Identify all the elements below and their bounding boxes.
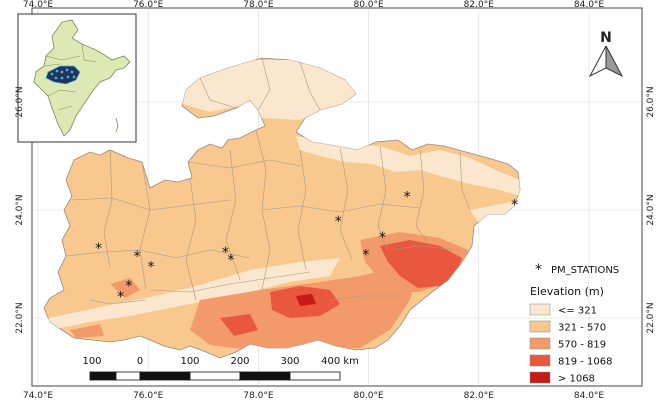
pm-station-marker: *: [125, 279, 132, 295]
india-inset-map: [17, 13, 137, 143]
pm-station-marker: *: [511, 198, 518, 214]
bottom-lon-label: 82.0°E: [464, 391, 495, 401]
pm-station-marker: *: [117, 289, 124, 305]
scale-bar-segment: [139, 371, 191, 381]
right-lat-label: 24.0°N: [646, 194, 656, 225]
bottom-lon-label: 76.0°E: [133, 391, 164, 401]
elevation-zones: [44, 60, 520, 350]
scale-bar-label: 300: [280, 356, 299, 367]
bottom-lon-label: 80.0°E: [353, 391, 384, 401]
pm-station-marker: *: [95, 241, 102, 257]
legend-station-symbol: *: [535, 262, 542, 278]
pm-station-marker: *: [227, 253, 234, 269]
low-zone-northeast: [296, 136, 520, 196]
legend-stations-label: PM_STATIONS: [551, 265, 619, 276]
bottom-lon-label: 84.0°E: [574, 391, 605, 401]
legend-class-label: 819 - 1068: [558, 357, 613, 368]
top-lon-label: 82.0°E: [464, 0, 495, 10]
legend-class-label: <= 321: [558, 306, 597, 317]
pm-station-marker: *: [379, 230, 386, 246]
legend-swatch: [529, 337, 551, 350]
scale-bar-segment: [115, 371, 141, 381]
legend-class-label: > 1068: [558, 374, 595, 385]
scale-bar-segment: [89, 371, 117, 381]
left-lat-label: 24.0°N: [15, 194, 25, 225]
inset-district-dots: [50, 68, 76, 80]
mid-zone-west: [110, 278, 140, 298]
top-lon-label: 84.0°E: [574, 0, 605, 10]
high-zone-south: [220, 314, 258, 336]
pm-station-marker: *: [134, 249, 141, 265]
scale-bar-label: 400 km: [321, 356, 359, 367]
top-lon-label: 78.0°E: [243, 0, 274, 10]
peak-zone: [296, 294, 316, 306]
north-arrow: N: [588, 30, 624, 78]
legend: * PM_STATIONS Elevation (m) <= 321 321 - …: [529, 262, 619, 385]
district-boundaries: [65, 57, 471, 305]
scale-bar-label: 100: [82, 356, 101, 367]
scale-bar-segment: [239, 371, 291, 381]
legend-class-label: 321 - 570: [558, 323, 606, 334]
legend-swatch: [529, 371, 551, 384]
legend-swatch: [529, 320, 551, 333]
pm-station-marker: *: [222, 245, 229, 261]
axis-labels: 74.0°E 76.0°E 78.0°E 80.0°E 82.0°E 84.0°E 74.0…: [15, 0, 656, 401]
bottom-lon-label: 74.0°E: [23, 391, 54, 401]
right-lat-label: 22.0°N: [646, 302, 656, 333]
bottom-lon-label: 78.0°E: [243, 391, 274, 401]
top-lon-label: 76.0°E: [133, 0, 164, 10]
top-lon-label: 80.0°E: [353, 0, 384, 10]
pm-station-marker: *: [362, 247, 369, 263]
legend-class-label: 570 - 819: [558, 340, 606, 351]
left-lat-label: 26.0°N: [15, 86, 25, 117]
scale-bar-segment: [289, 371, 341, 381]
legend-swatch: [529, 354, 551, 367]
pm-station-marker: *: [404, 190, 411, 206]
pm-station-marker: *: [335, 214, 342, 230]
top-lon-label: 74.0°E: [23, 0, 54, 10]
mid-zone-southwest: [70, 324, 104, 338]
legend-elevation-title: Elevation (m): [530, 285, 604, 298]
north-arrow-right: [605, 45, 624, 78]
legend-swatch: [529, 303, 551, 316]
scale-bar-label: 0: [137, 356, 143, 367]
scale-bar: 100 0 100 200 300 400 km: [82, 356, 359, 381]
right-lat-label: 26.0°N: [646, 86, 656, 117]
high-zone-amarkantak: [380, 240, 462, 288]
pm-station-marker: *: [147, 260, 154, 276]
north-arrow-label: N: [600, 30, 612, 46]
scale-bar-segment: [189, 371, 241, 381]
scale-bar-label: 200: [230, 356, 249, 367]
left-lat-label: 22.0°N: [15, 302, 25, 333]
scale-bar-label: 100: [180, 356, 199, 367]
station-markers: ************: [95, 190, 518, 306]
madhya-pradesh-highlight: [45, 65, 81, 85]
